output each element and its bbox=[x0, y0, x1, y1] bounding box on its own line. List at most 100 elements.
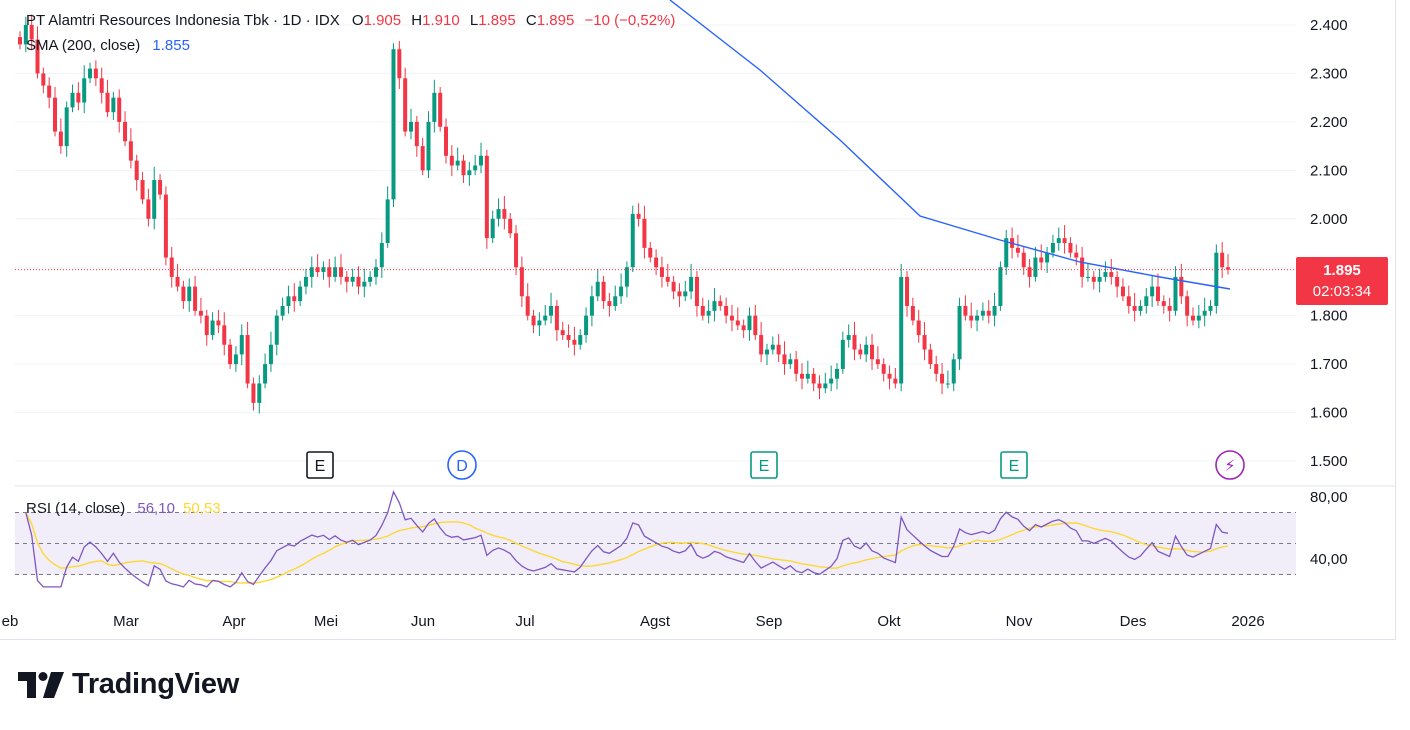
sma-label: SMA (200, close) bbox=[26, 37, 141, 54]
candle-body bbox=[47, 85, 52, 98]
candle-body bbox=[1220, 252, 1225, 268]
brand-name: TradingView bbox=[72, 668, 239, 700]
high-label: H bbox=[411, 12, 423, 29]
candle-body bbox=[636, 213, 641, 219]
candle-body bbox=[268, 344, 273, 365]
candle-body bbox=[496, 209, 501, 219]
candle-body bbox=[233, 354, 238, 365]
candle-body bbox=[741, 325, 746, 331]
candle-body bbox=[461, 160, 466, 176]
candle-body bbox=[356, 276, 361, 287]
event-letter: ⚡ bbox=[1224, 458, 1235, 475]
y-tick-label: 1.700 bbox=[1310, 356, 1348, 373]
candle-body bbox=[957, 305, 962, 360]
x-tick-label: 2026 bbox=[1231, 613, 1264, 630]
candle-body bbox=[117, 97, 122, 122]
candle-body bbox=[852, 335, 857, 350]
candle-body bbox=[408, 121, 413, 132]
candle-body bbox=[835, 368, 840, 379]
rsi-line bbox=[25, 490, 1229, 588]
candle-body bbox=[554, 305, 559, 331]
low-value: 1.895 bbox=[478, 12, 516, 29]
candle-body bbox=[76, 92, 81, 103]
tradingview-logo[interactable]: TradingView bbox=[18, 668, 239, 701]
candle-body bbox=[414, 121, 419, 147]
candle-body bbox=[163, 194, 168, 258]
candle-body bbox=[298, 286, 303, 302]
candle-body bbox=[1126, 296, 1131, 306]
candle-body bbox=[1185, 296, 1190, 316]
x-tick-label: Apr bbox=[222, 613, 245, 630]
last-price-tag: 1.895 02:03:34 bbox=[1296, 257, 1388, 305]
candle-body bbox=[864, 344, 869, 355]
candle-body bbox=[940, 373, 945, 384]
candle-body bbox=[689, 276, 694, 292]
candle-body bbox=[718, 301, 723, 306]
rsi-tick-label: 40,00 bbox=[1310, 551, 1348, 568]
candle-body bbox=[286, 296, 291, 306]
candle-body bbox=[1033, 257, 1038, 277]
event-marker[interactable]: D bbox=[447, 450, 477, 480]
candle-body bbox=[870, 344, 875, 360]
candle-body bbox=[998, 267, 1003, 306]
candle-body bbox=[18, 37, 22, 45]
candle-body bbox=[432, 92, 437, 122]
candle-body bbox=[35, 39, 40, 74]
candle-body bbox=[350, 276, 355, 282]
candle-body bbox=[759, 335, 764, 355]
candle-body bbox=[216, 320, 221, 326]
candle-body bbox=[893, 378, 898, 384]
candle-body bbox=[531, 315, 536, 326]
rsi-legend[interactable]: RSI (14, close) 56,10 50,53 bbox=[26, 500, 221, 517]
y-tick-label: 1.600 bbox=[1310, 405, 1348, 422]
candle-body bbox=[735, 320, 740, 326]
candle-body bbox=[490, 218, 495, 239]
candle-body bbox=[724, 305, 729, 316]
candle-body bbox=[146, 199, 151, 219]
price-chart[interactable]: 2.4002.3002.2002.1002.0001.9001.8001.700… bbox=[0, 0, 1410, 640]
candle-body bbox=[198, 310, 203, 316]
candle-body bbox=[595, 281, 600, 297]
candle-body bbox=[823, 383, 828, 389]
candle-body bbox=[210, 320, 215, 336]
event-letter: D bbox=[456, 458, 468, 475]
candle-body bbox=[986, 310, 991, 316]
candle-body bbox=[578, 335, 583, 345]
candle-body bbox=[706, 310, 711, 316]
candle-body bbox=[916, 320, 921, 336]
x-tick-label: Mar bbox=[113, 613, 139, 630]
event-marker[interactable]: E bbox=[306, 451, 334, 479]
candle-body bbox=[222, 325, 227, 345]
candle-body bbox=[111, 97, 116, 113]
y-tick-label: 2.100 bbox=[1310, 162, 1348, 179]
y-tick-label: 2.400 bbox=[1310, 17, 1348, 34]
event-letter: E bbox=[1009, 458, 1020, 475]
change-value: −10 (−0,52%) bbox=[584, 12, 676, 29]
candle-body bbox=[630, 213, 635, 268]
candle-body bbox=[467, 170, 472, 176]
candle-body bbox=[245, 335, 250, 384]
candles-layer bbox=[18, 14, 1230, 414]
candle-body bbox=[945, 383, 950, 385]
event-marker[interactable]: E bbox=[750, 451, 778, 479]
candle-body bbox=[181, 286, 186, 302]
event-letter: E bbox=[315, 458, 326, 475]
sma-legend[interactable]: SMA (200, close) 1.855 bbox=[26, 37, 190, 54]
event-marker[interactable]: E bbox=[1000, 451, 1028, 479]
candle-body bbox=[677, 291, 682, 297]
candle-body bbox=[263, 364, 268, 384]
candle-body bbox=[333, 267, 338, 277]
candle-body bbox=[881, 364, 886, 374]
candle-body bbox=[187, 286, 192, 302]
tradingview-logo-icon bbox=[18, 671, 64, 698]
candle-body bbox=[93, 68, 98, 79]
candle-body bbox=[309, 267, 314, 277]
event-circle bbox=[447, 450, 477, 480]
candle-body bbox=[1196, 315, 1201, 321]
events-layer: E D E E ⚡ bbox=[306, 450, 1245, 480]
event-marker[interactable]: ⚡ bbox=[1215, 450, 1245, 480]
candle-body bbox=[1144, 296, 1149, 306]
y-tick-label: 2.000 bbox=[1310, 211, 1348, 228]
header-legend: PT Alamtri Resources Indonesia Tbk · 1D … bbox=[26, 12, 675, 29]
candle-body bbox=[362, 281, 367, 287]
